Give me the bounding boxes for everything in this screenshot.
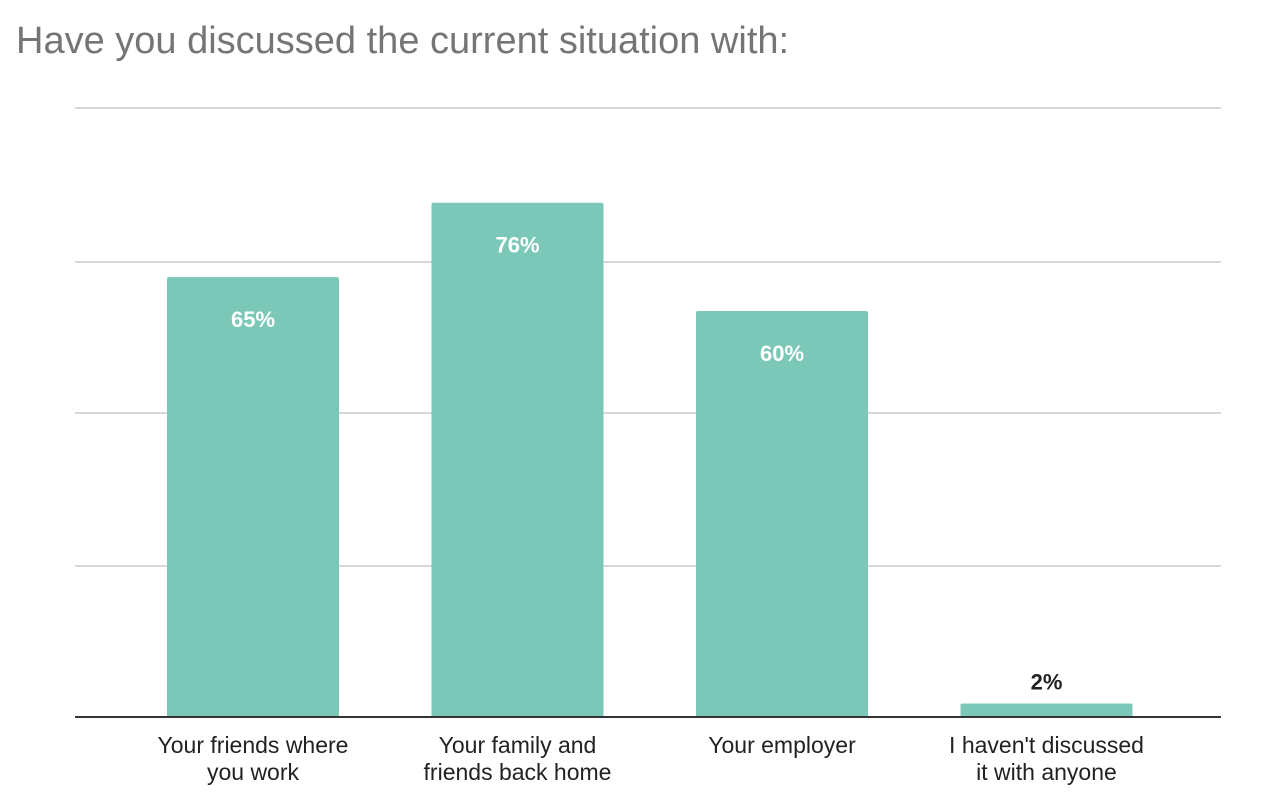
data-label: 65% (231, 307, 275, 332)
chart-title: Have you discussed the current situation… (16, 20, 790, 62)
data-label: 60% (760, 341, 804, 366)
bar (431, 202, 604, 717)
category-label: Your family and (439, 732, 597, 758)
category-label: it with anyone (976, 759, 1117, 785)
data-label: 2% (1031, 669, 1063, 694)
bar (960, 703, 1133, 717)
category-label: friends back home (424, 759, 612, 785)
bar (696, 311, 868, 717)
category-label: I haven't discussed (949, 732, 1144, 758)
category-label: Your employer (708, 732, 856, 758)
bar (167, 277, 339, 717)
data-label: 76% (495, 233, 539, 258)
category-label: you work (207, 759, 300, 785)
category-label: Your friends where (158, 732, 349, 758)
